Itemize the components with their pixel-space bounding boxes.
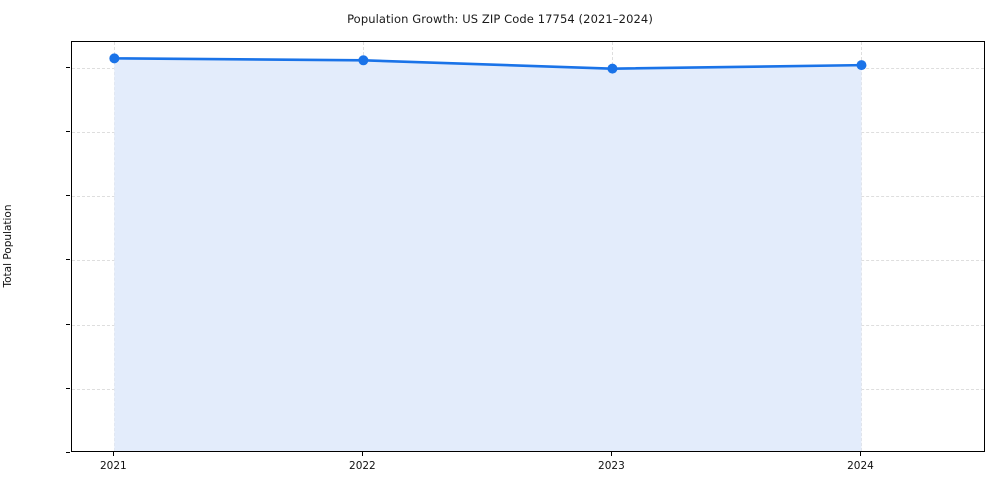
x-tick-label: 2023: [598, 460, 625, 472]
y-axis-label: Total Population: [2, 204, 14, 288]
line-path: [113, 57, 863, 70]
data-point-2021: [109, 53, 120, 64]
gridline-vertical: [861, 42, 863, 451]
x-tick-mark: [611, 452, 613, 456]
x-tick-mark: [860, 452, 862, 456]
y-tick-mark: [66, 66, 70, 68]
x-tick-label: 2022: [349, 460, 376, 472]
y-tick-mark: [66, 387, 70, 389]
plot-area: [71, 41, 985, 452]
y-tick-mark: [66, 259, 70, 261]
population-line-series: [109, 53, 867, 451]
y-tick-mark: [66, 195, 70, 197]
area-fill: [114, 58, 862, 451]
y-tick-mark: [66, 323, 70, 325]
y-tick-mark: [66, 130, 70, 132]
data-point-2024: [856, 60, 867, 71]
data-point-2023: [607, 63, 618, 74]
x-tick-label: 2021: [99, 460, 127, 472]
data-point-markers: [109, 53, 867, 74]
x-tick-mark: [362, 452, 364, 456]
x-tick-mark: [113, 452, 115, 456]
y-tick-mark: [66, 452, 70, 453]
data-point-2022: [358, 55, 369, 66]
x-tick-label: 2024: [847, 460, 874, 472]
chart-title: Population Growth: US ZIP Code 17754 (20…: [347, 12, 653, 26]
